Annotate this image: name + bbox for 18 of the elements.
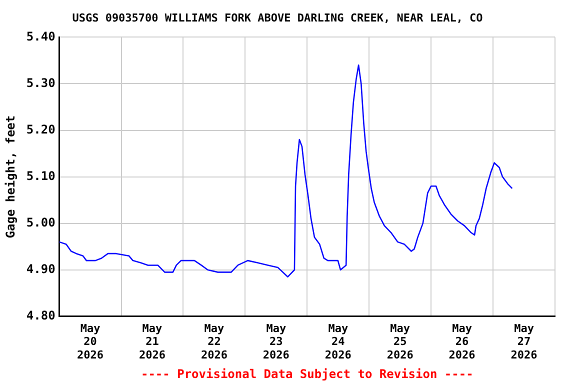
- y-tick-label: 4.90: [26, 262, 56, 276]
- x-tick-label: May 27 2026: [510, 322, 538, 362]
- x-tick-label: May 25 2026: [386, 322, 414, 362]
- y-tick-label: 5.00: [26, 215, 56, 230]
- y-tick-label: 5.10: [26, 168, 56, 183]
- x-tick-label: May 20 2026: [77, 322, 104, 362]
- y-tick-label: 5.20: [26, 122, 56, 136]
- y-tick-label: 4.80: [26, 308, 56, 323]
- y-tick-label: 5.30: [26, 76, 56, 90]
- x-tick-label: May 23 2026: [262, 322, 290, 362]
- x-tick-label: May 24 2026: [324, 322, 352, 362]
- y-axis-title: Gage height, feet: [3, 115, 18, 238]
- chart-title: USGS 09035700 WILLIAMS FORK ABOVE DARLING CREEK, NEAR LEAL, CO: [72, 11, 484, 24]
- y-tick-label: 5.40: [26, 29, 56, 44]
- x-tick-label: May 22 2026: [200, 322, 228, 362]
- text: ---- Provisional Data Subject to Revision ----: [140, 367, 474, 382]
- x-tick-label: May 26 2026: [448, 322, 476, 362]
- x-tick-label: May 21 2026: [138, 322, 166, 362]
